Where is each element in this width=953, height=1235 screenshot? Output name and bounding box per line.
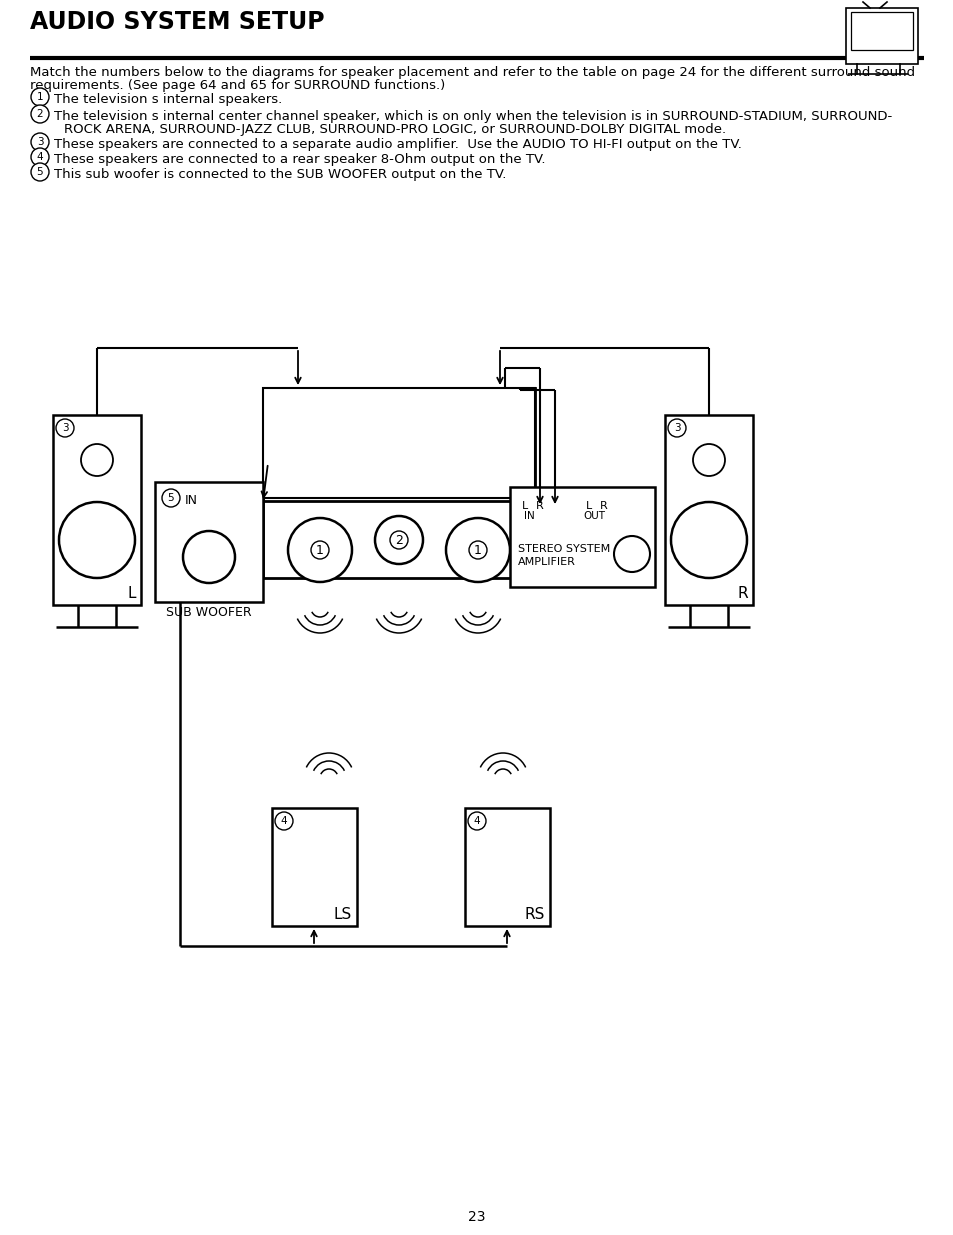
Circle shape <box>311 541 329 559</box>
Text: 23: 23 <box>468 1210 485 1224</box>
Text: OUT: OUT <box>582 511 604 521</box>
Bar <box>510 487 655 587</box>
Circle shape <box>670 501 746 578</box>
Circle shape <box>30 133 49 151</box>
Circle shape <box>30 88 49 106</box>
Bar <box>850 12 912 49</box>
Text: 4: 4 <box>280 816 287 826</box>
Text: R: R <box>737 585 747 601</box>
Text: 1: 1 <box>36 91 43 103</box>
Text: 2: 2 <box>36 109 43 119</box>
Circle shape <box>375 516 422 564</box>
Bar <box>845 7 917 64</box>
Text: 3: 3 <box>36 137 43 147</box>
Circle shape <box>692 445 724 475</box>
Text: R: R <box>599 501 607 511</box>
Text: STEREO SYSTEM: STEREO SYSTEM <box>517 543 610 555</box>
Circle shape <box>56 419 74 437</box>
Text: AMPLIFIER: AMPLIFIER <box>517 557 576 567</box>
Text: 2: 2 <box>395 534 402 547</box>
Circle shape <box>30 163 49 182</box>
Text: RS: RS <box>524 906 544 923</box>
Text: ROCK ARENA, SURROUND-JAZZ CLUB, SURROUND-PRO LOGIC, or SURROUND-DOLBY DIGITAL mo: ROCK ARENA, SURROUND-JAZZ CLUB, SURROUND… <box>64 124 725 136</box>
Text: The television s internal center channel speaker, which is on only when the tele: The television s internal center channel… <box>54 110 891 124</box>
Text: L: L <box>128 585 136 601</box>
Text: 1: 1 <box>315 543 324 557</box>
Text: R: R <box>536 501 543 511</box>
Circle shape <box>183 531 234 583</box>
Text: L: L <box>521 501 528 511</box>
Text: 3: 3 <box>673 424 679 433</box>
Circle shape <box>469 541 486 559</box>
Text: IN: IN <box>523 511 535 521</box>
Circle shape <box>30 148 49 165</box>
Circle shape <box>390 531 408 550</box>
Text: L: L <box>585 501 592 511</box>
Text: 5: 5 <box>36 167 43 177</box>
Text: 4: 4 <box>474 816 479 826</box>
Circle shape <box>468 811 485 830</box>
Bar <box>263 388 535 578</box>
Bar <box>53 415 141 605</box>
Text: 5: 5 <box>168 493 174 503</box>
Bar <box>664 415 752 605</box>
Circle shape <box>59 501 135 578</box>
Text: These speakers are connected to a separate audio amplifier.  Use the AUDIO TO HI: These speakers are connected to a separa… <box>54 138 741 151</box>
Text: IN: IN <box>185 494 198 508</box>
Circle shape <box>81 445 112 475</box>
Circle shape <box>446 517 510 582</box>
Circle shape <box>614 536 649 572</box>
Text: This sub woofer is connected to the SUB WOOFER output on the TV.: This sub woofer is connected to the SUB … <box>54 168 506 182</box>
Circle shape <box>30 105 49 124</box>
Bar <box>263 388 535 498</box>
Bar <box>272 808 356 926</box>
Bar <box>464 808 550 926</box>
Text: 1: 1 <box>474 543 481 557</box>
Text: LS: LS <box>334 906 352 923</box>
Text: requirements. (See page 64 and 65 for SURROUND functions.): requirements. (See page 64 and 65 for SU… <box>30 79 445 91</box>
Text: 3: 3 <box>62 424 69 433</box>
Text: The television s internal speakers.: The television s internal speakers. <box>54 93 282 106</box>
Text: SUB WOOFER: SUB WOOFER <box>166 606 252 619</box>
Text: 4: 4 <box>36 152 43 162</box>
Circle shape <box>667 419 685 437</box>
Bar <box>154 482 263 601</box>
Text: AUDIO SYSTEM SETUP: AUDIO SYSTEM SETUP <box>30 10 324 35</box>
Text: Match the numbers below to the diagrams for speaker placement and refer to the t: Match the numbers below to the diagrams … <box>30 65 914 79</box>
Circle shape <box>288 517 352 582</box>
Circle shape <box>162 489 180 508</box>
Circle shape <box>274 811 293 830</box>
Text: These speakers are connected to a rear speaker 8-Ohm output on the TV.: These speakers are connected to a rear s… <box>54 153 545 165</box>
